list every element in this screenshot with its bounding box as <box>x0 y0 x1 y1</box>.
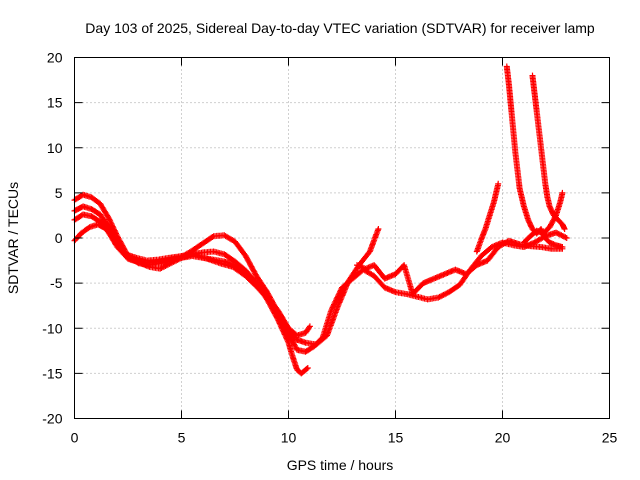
series-marker-segment <box>229 263 248 278</box>
series-marker-segment <box>112 238 128 257</box>
series-marker-segment <box>371 262 387 281</box>
series-marker-segment <box>535 126 544 150</box>
satellite-track-6 <box>473 180 502 255</box>
series-marker-segment <box>268 300 287 325</box>
series-marker-segment <box>88 206 102 217</box>
series-marker-segment <box>105 215 120 238</box>
y-axis-label: SDTVAR / TECUs <box>5 182 21 294</box>
series-marker-segment <box>88 213 102 224</box>
y-tick-label: 20 <box>47 50 63 66</box>
data-series <box>71 63 570 377</box>
series-marker-segment <box>221 232 237 244</box>
series-marker-segment <box>366 226 382 255</box>
series-marker-segment <box>255 285 274 305</box>
series-marker-segment <box>242 267 259 285</box>
series-marker-segment <box>463 263 479 278</box>
x-tick-label: 5 <box>178 430 186 446</box>
series-marker-segment <box>285 330 300 352</box>
satellite-track-9 <box>520 189 566 246</box>
grid-lines <box>74 57 610 419</box>
y-tick-label: 0 <box>55 230 63 246</box>
series-marker-segment <box>285 339 296 359</box>
series-marker-segment <box>520 234 533 246</box>
y-tick-label: -5 <box>50 275 63 291</box>
x-tick-label: 15 <box>388 430 404 446</box>
series-marker-segment <box>559 221 568 232</box>
series-marker-segment <box>88 194 102 206</box>
series-marker-segment <box>199 234 216 247</box>
series-marker-segment <box>546 213 559 231</box>
series-marker-segment <box>302 323 313 336</box>
series-marker-segment <box>95 221 109 232</box>
series-marker-segment <box>446 282 462 296</box>
series-marker-segment <box>435 289 451 301</box>
series-marker-segment <box>553 229 570 241</box>
x-tick-label: 25 <box>602 430 618 446</box>
series-marker-segment <box>555 216 565 227</box>
series-marker-segment <box>232 238 248 258</box>
y-tick-label: 10 <box>47 140 63 156</box>
series-marker-segment <box>77 225 92 237</box>
series-marker-segment <box>334 279 351 310</box>
series-marker-segment <box>553 242 566 250</box>
series-marker-segment <box>253 272 270 294</box>
x-axis-label: GPS time / hours <box>287 457 394 473</box>
x-tick-label: 20 <box>495 430 511 446</box>
series-marker-segment <box>313 333 329 348</box>
series-marker-segment <box>531 90 540 114</box>
series-marker-segment <box>546 203 557 218</box>
series-marker-segment <box>490 180 502 205</box>
series-marker-segment <box>328 286 345 314</box>
series-marker-segment <box>242 253 259 278</box>
x-tick-label: 0 <box>71 430 79 446</box>
y-tick-label: -20 <box>42 411 62 427</box>
satellite-track-7 <box>503 63 566 250</box>
series-marker-segment <box>103 226 118 244</box>
series-marker-segment <box>302 344 316 355</box>
y-tick-label: 5 <box>55 185 63 201</box>
satellite-track-8 <box>529 72 568 232</box>
series-marker-segment <box>542 235 552 245</box>
series-marker-segment <box>298 365 311 377</box>
satellite-track-4 <box>71 221 382 348</box>
y-tick-label: -10 <box>42 320 62 336</box>
series-marker-segment <box>281 319 298 341</box>
series-marker-segment <box>516 185 527 208</box>
series-marker-segment <box>242 272 261 291</box>
series-marker-segment <box>189 241 205 254</box>
series-marker-segment <box>557 189 566 205</box>
series-marker-segment <box>525 216 535 231</box>
series-marker-segment <box>324 305 341 339</box>
series-marker-segment <box>401 262 416 296</box>
series-marker-segment <box>371 272 387 290</box>
series-marker-segment <box>478 245 494 259</box>
axis-ticks: 0 5 10 15 20 25 -20 -15 -10 -5 0 5 10 15 20 <box>42 50 617 446</box>
series-marker-segment <box>540 225 552 237</box>
satellite-track-5 <box>354 237 566 297</box>
series-marker-segment <box>274 316 291 345</box>
series-marker-segment <box>409 281 426 297</box>
series-marker-segment <box>484 245 501 264</box>
series-marker-segment <box>232 258 248 273</box>
y-tick-label: -15 <box>42 365 62 381</box>
series-marker-segment <box>221 251 237 264</box>
y-tick-label: 15 <box>47 95 63 111</box>
series-marker-segment <box>97 211 111 229</box>
series-marker-segment <box>97 200 111 220</box>
plot-frame <box>74 57 610 419</box>
chart-title: Day 103 of 2025, Sidereal Day-to-day VTE… <box>85 20 595 36</box>
x-tick-label: 10 <box>281 430 297 446</box>
